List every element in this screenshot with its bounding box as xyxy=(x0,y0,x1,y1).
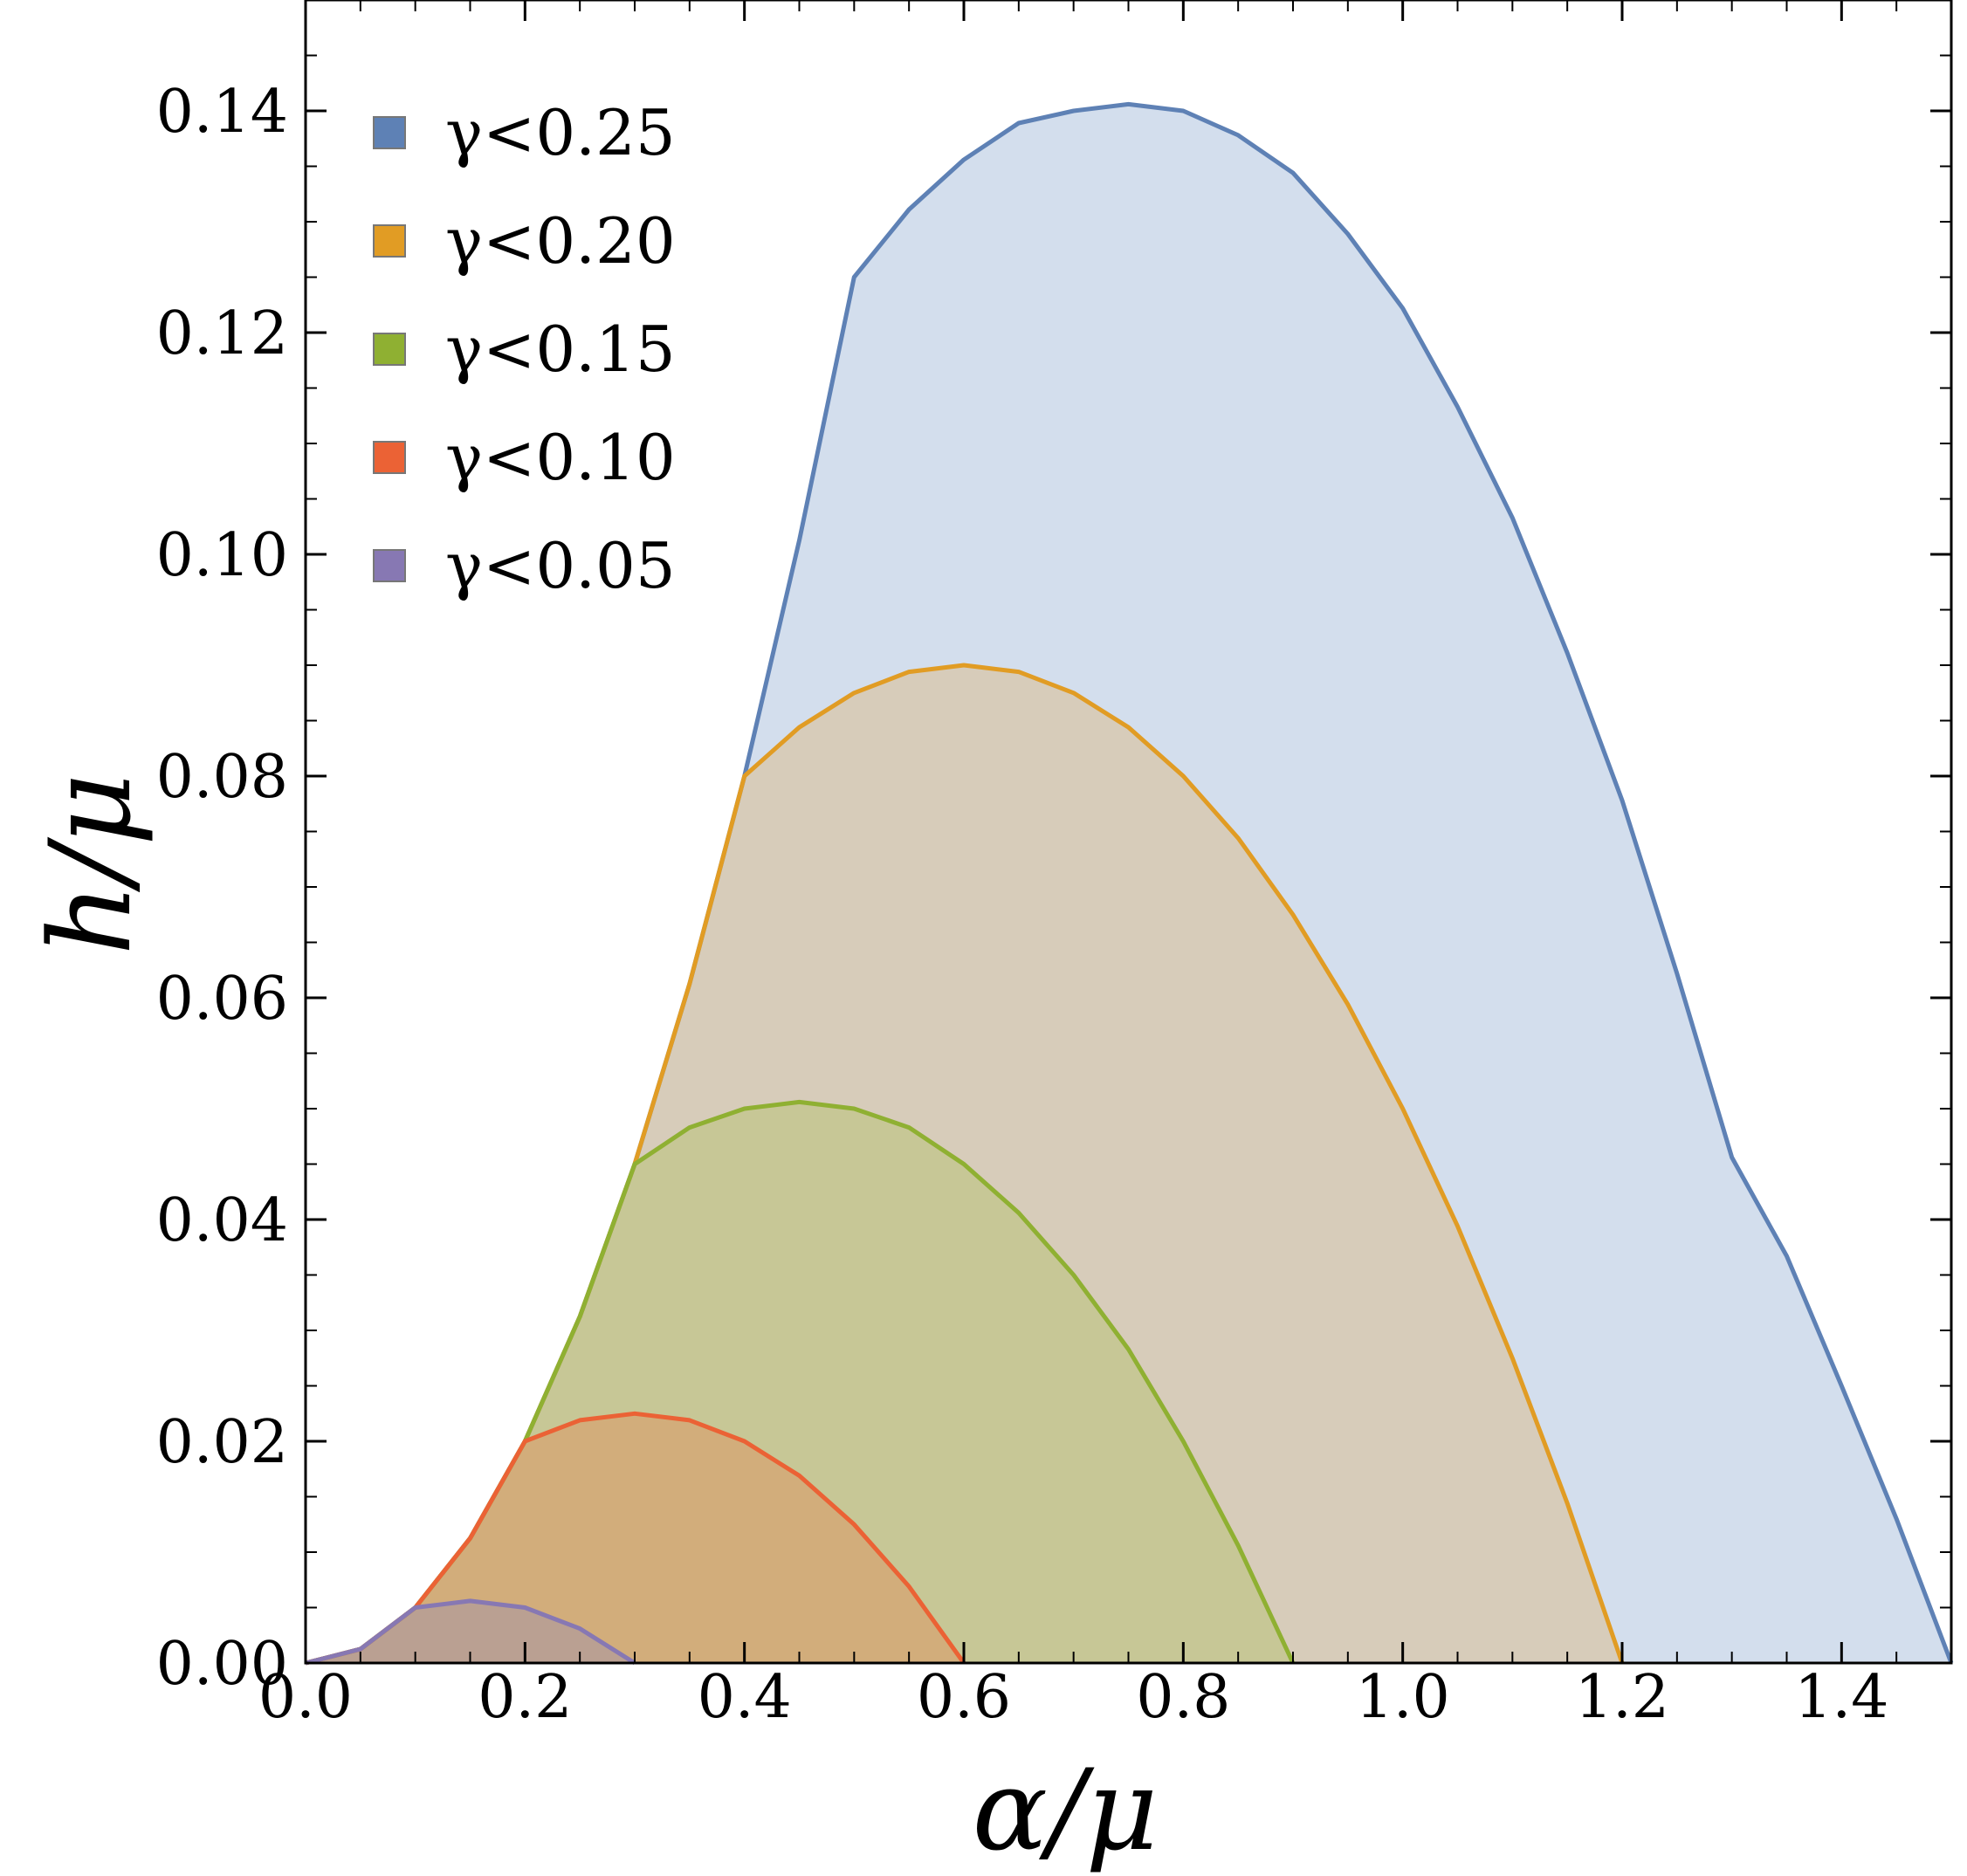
legend-swatch xyxy=(373,333,406,366)
x-axis-label: α/μ xyxy=(973,1746,1159,1876)
y-tick-label: 0.04 xyxy=(156,1186,288,1255)
y-tick-label: 0.10 xyxy=(156,521,288,590)
y-tick-label: 0.12 xyxy=(156,299,288,368)
x-tick-label: 1.2 xyxy=(1575,1663,1669,1732)
x-tick-label: 1.4 xyxy=(1794,1663,1888,1732)
x-tick-label: 0.0 xyxy=(258,1663,353,1732)
y-tick-label: 0.06 xyxy=(156,965,288,1034)
y-tick-label: 0.14 xyxy=(156,78,288,147)
y-tick-label: 0.02 xyxy=(156,1408,288,1477)
legend-swatch xyxy=(373,116,406,149)
line-series-4 xyxy=(305,1598,636,1666)
legend-label: γ<0.15 xyxy=(445,313,676,386)
legend-label: γ<0.20 xyxy=(445,204,676,278)
x-tick-label: 0.8 xyxy=(1136,1663,1230,1732)
x-tick-label: 0.6 xyxy=(917,1663,1011,1732)
legend: γ<0.25 γ<0.20 γ<0.15 γ<0.10 γ<0.05 xyxy=(373,96,676,602)
x-tick-label: 0.4 xyxy=(698,1663,792,1732)
legend-swatch xyxy=(373,549,406,582)
y-tick-label: 0.00 xyxy=(156,1630,288,1699)
legend-swatch xyxy=(373,224,406,258)
legend-label: γ<0.10 xyxy=(445,421,676,494)
legend-swatch xyxy=(373,441,406,474)
y-tick-label: 0.08 xyxy=(156,743,288,812)
tick-layer: 0.0 0.2 0.4 0.6 0.8 1.0 1.2 1.4 0.00 0.02 0.04 0.06… xyxy=(156,0,1952,1732)
line-layer xyxy=(305,101,1954,1666)
y-axis-label: h/μ xyxy=(26,773,156,956)
x-tick-label: 1.0 xyxy=(1356,1663,1450,1732)
legend-label: γ<0.25 xyxy=(445,96,676,169)
area-series-4 xyxy=(306,1600,635,1663)
x-tick-label: 0.2 xyxy=(478,1663,572,1732)
legend-label: γ<0.05 xyxy=(445,529,676,602)
